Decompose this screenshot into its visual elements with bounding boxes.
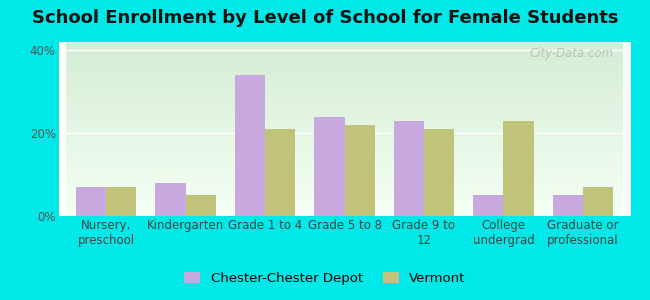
Text: City-Data.com: City-Data.com: [529, 47, 614, 60]
Legend: Chester-Chester Depot, Vermont: Chester-Chester Depot, Vermont: [179, 267, 471, 290]
Text: School Enrollment by Level of School for Female Students: School Enrollment by Level of School for…: [32, 9, 618, 27]
Bar: [235, 75, 265, 216]
Bar: [76, 187, 106, 216]
Bar: [424, 129, 454, 216]
Bar: [186, 195, 216, 216]
Bar: [394, 121, 424, 216]
Bar: [315, 117, 344, 216]
Bar: [583, 187, 613, 216]
Bar: [503, 121, 534, 216]
Bar: [265, 129, 295, 216]
Bar: [106, 187, 136, 216]
Bar: [552, 195, 583, 216]
Bar: [473, 195, 503, 216]
Bar: [344, 125, 374, 216]
Bar: [155, 183, 186, 216]
